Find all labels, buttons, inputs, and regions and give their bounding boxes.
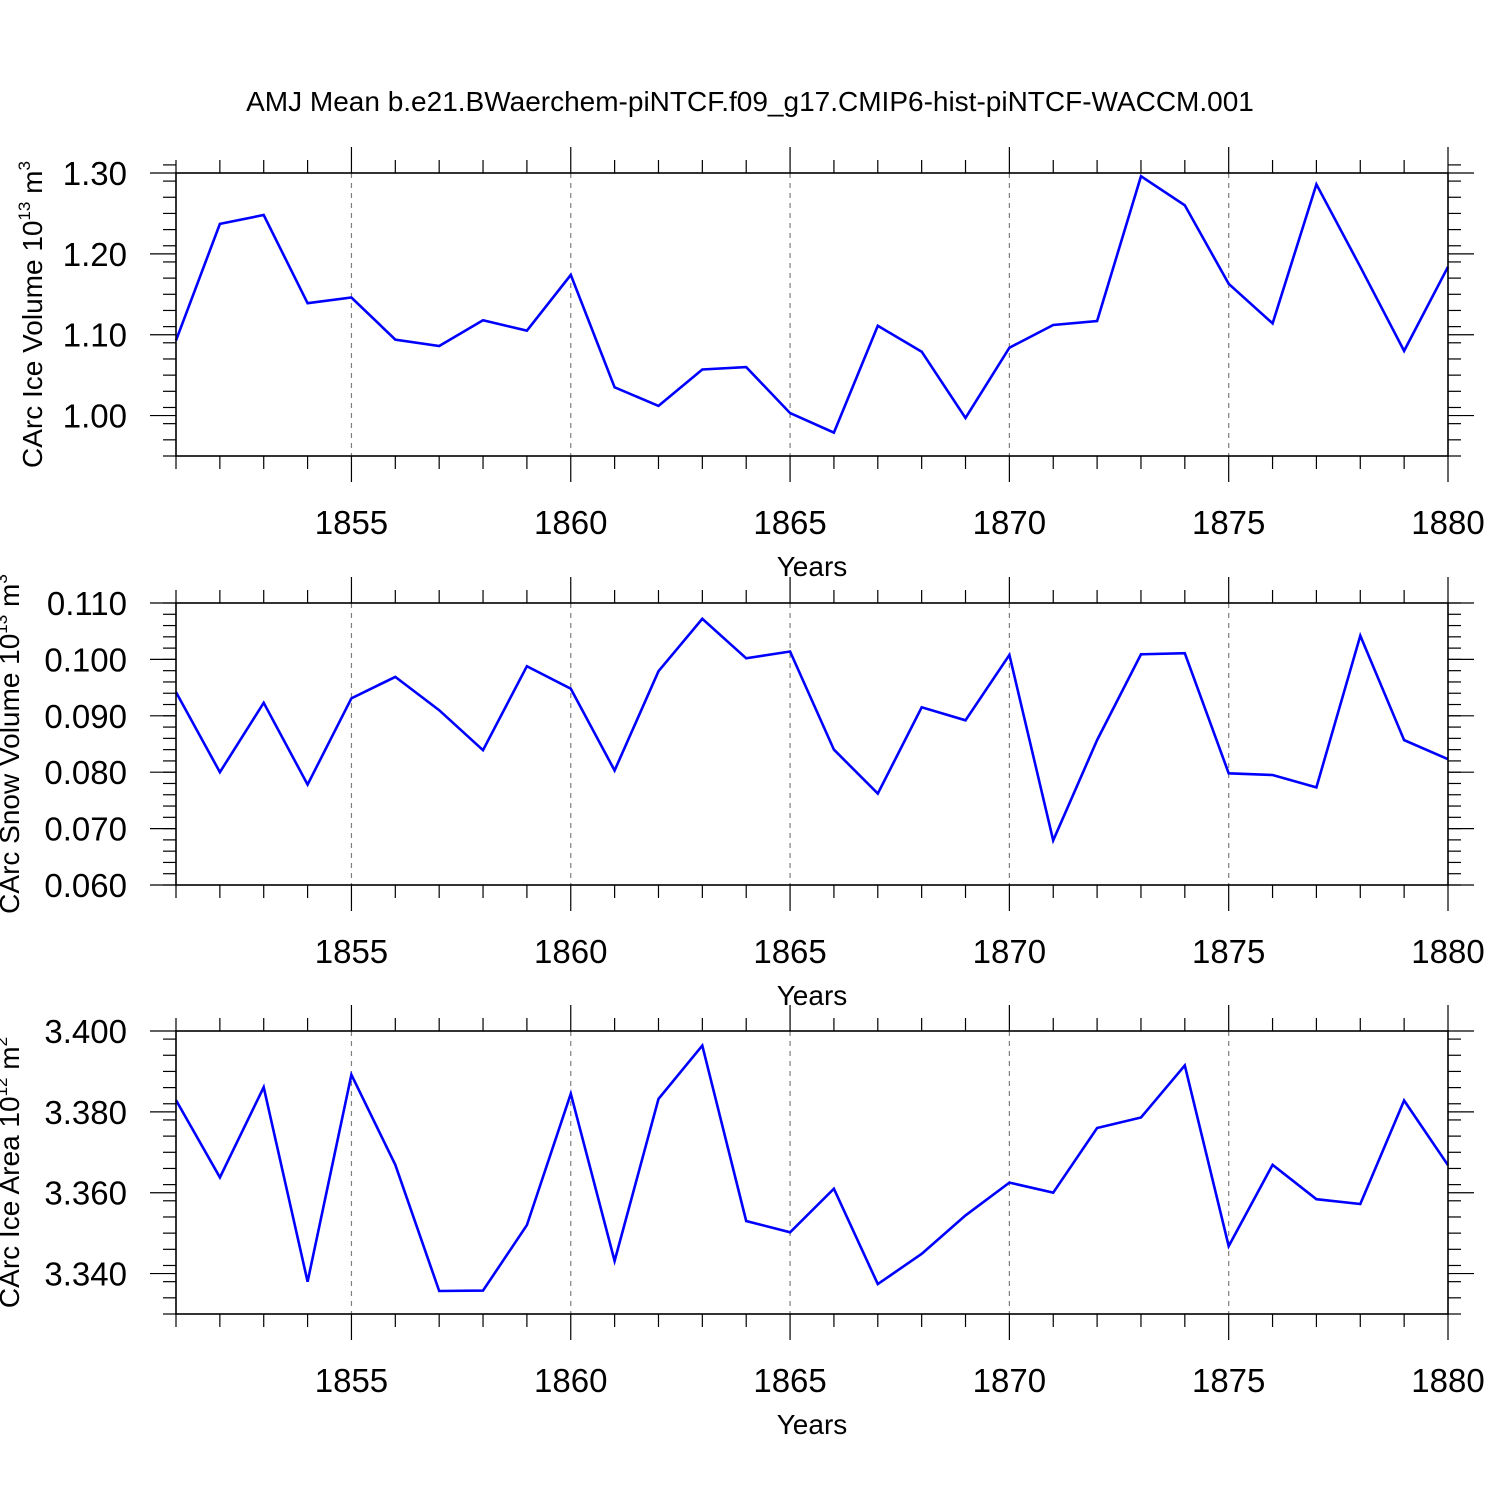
y-axis-label-text: CArc Snow Volume 10	[0, 634, 25, 914]
x-tick-label: 1865	[753, 504, 826, 541]
y-axis-label-unit: m	[0, 1046, 25, 1077]
x-tick-label: 1880	[1411, 1362, 1484, 1399]
y-axis-label-exponent: 13	[0, 615, 11, 634]
plot-frame	[175, 1030, 1449, 1315]
y-tick-label: 0.100	[44, 641, 127, 678]
y-tick-label: 1.30	[63, 155, 127, 192]
chart-panel-2: 0.060 0.070 0.080 0.090 0.100 0.110 1855 1860 18…	[0, 574, 1485, 1011]
y-axis-label-exponent: 13	[15, 202, 34, 221]
x-tick-label: 1865	[753, 933, 826, 970]
x-tick-label: 1865	[753, 1362, 826, 1399]
y-axis-label: CArc Ice Area 1012 m2	[0, 1037, 25, 1308]
chart-panel-3: 3.340 3.360 3.380 3.400 1855 1860 1865 1870 1875…	[0, 1005, 1485, 1440]
x-tick-label: 1860	[534, 1362, 607, 1399]
y-tick-label: 3.340	[44, 1256, 127, 1293]
x-tick-label: 1870	[973, 504, 1046, 541]
x-tick-label: 1855	[315, 1362, 388, 1399]
y-tick-label: 3.380	[44, 1094, 127, 1131]
plot-frame	[175, 602, 1449, 886]
y-axis-label-unit: m	[0, 584, 25, 615]
figure-title: AMJ Mean b.e21.BWaerchem-piNTCF.f09_g17.…	[246, 86, 1254, 117]
x-tick-label: 1860	[534, 933, 607, 970]
y-tick-label: 0.110	[47, 585, 127, 622]
y-tick-label: 1.00	[63, 398, 127, 435]
x-tick-label: 1860	[534, 504, 607, 541]
y-axis-label-text: CArc Ice Area 10	[0, 1096, 25, 1308]
x-tick-label: 1880	[1411, 504, 1484, 541]
x-tick-label: 1855	[315, 504, 388, 541]
y-axis-label-unit-exponent: 2	[0, 1037, 11, 1046]
y-tick-label: 0.070	[44, 811, 127, 848]
plot-frame	[175, 172, 1449, 457]
y-tick-label: 3.400	[44, 1013, 127, 1050]
x-axis-label: Years	[777, 980, 848, 1011]
chart-panel-1: 1.00 1.10 1.20 1.30 1855 1860 1865 1870 1875 1880…	[15, 147, 1485, 582]
y-axis-label-exponent: 12	[0, 1078, 11, 1097]
y-axis-label-text: CArc Ice Volume 10	[17, 221, 48, 468]
series-line	[174, 174, 1450, 435]
series-line	[174, 616, 1449, 845]
y-tick-label: 1.10	[63, 317, 127, 354]
x-axis-label: Years	[777, 551, 848, 582]
x-tick-label: 1870	[973, 1362, 1046, 1399]
y-axis-label-unit-exponent: 3	[0, 574, 11, 583]
x-tick-label: 1855	[315, 933, 388, 970]
y-axis-label-unit: m	[17, 170, 48, 201]
y-axis-label-unit-exponent: 3	[15, 161, 34, 170]
chart-panels: 1.00 1.10 1.20 1.30 1855 1860 1865 1870 1875 1880…	[0, 147, 1485, 1440]
y-tick-label: 0.080	[44, 754, 127, 791]
y-tick-label: 3.360	[44, 1175, 127, 1212]
x-tick-label: 1875	[1192, 933, 1265, 970]
y-axis-label: CArc Snow Volume 1013 m3	[0, 574, 25, 914]
y-tick-label: 0.090	[44, 698, 127, 735]
x-tick-label: 1875	[1192, 1362, 1265, 1399]
series-line	[174, 1042, 1450, 1293]
y-axis-label: CArc Ice Volume 1013 m3	[15, 161, 48, 468]
y-tick-label: 0.060	[44, 867, 127, 904]
x-axis-label: Years	[777, 1409, 848, 1440]
x-tick-label: 1875	[1192, 504, 1265, 541]
y-tick-label: 1.20	[63, 236, 127, 273]
x-tick-label: 1880	[1411, 933, 1484, 970]
x-tick-label: 1870	[973, 933, 1046, 970]
